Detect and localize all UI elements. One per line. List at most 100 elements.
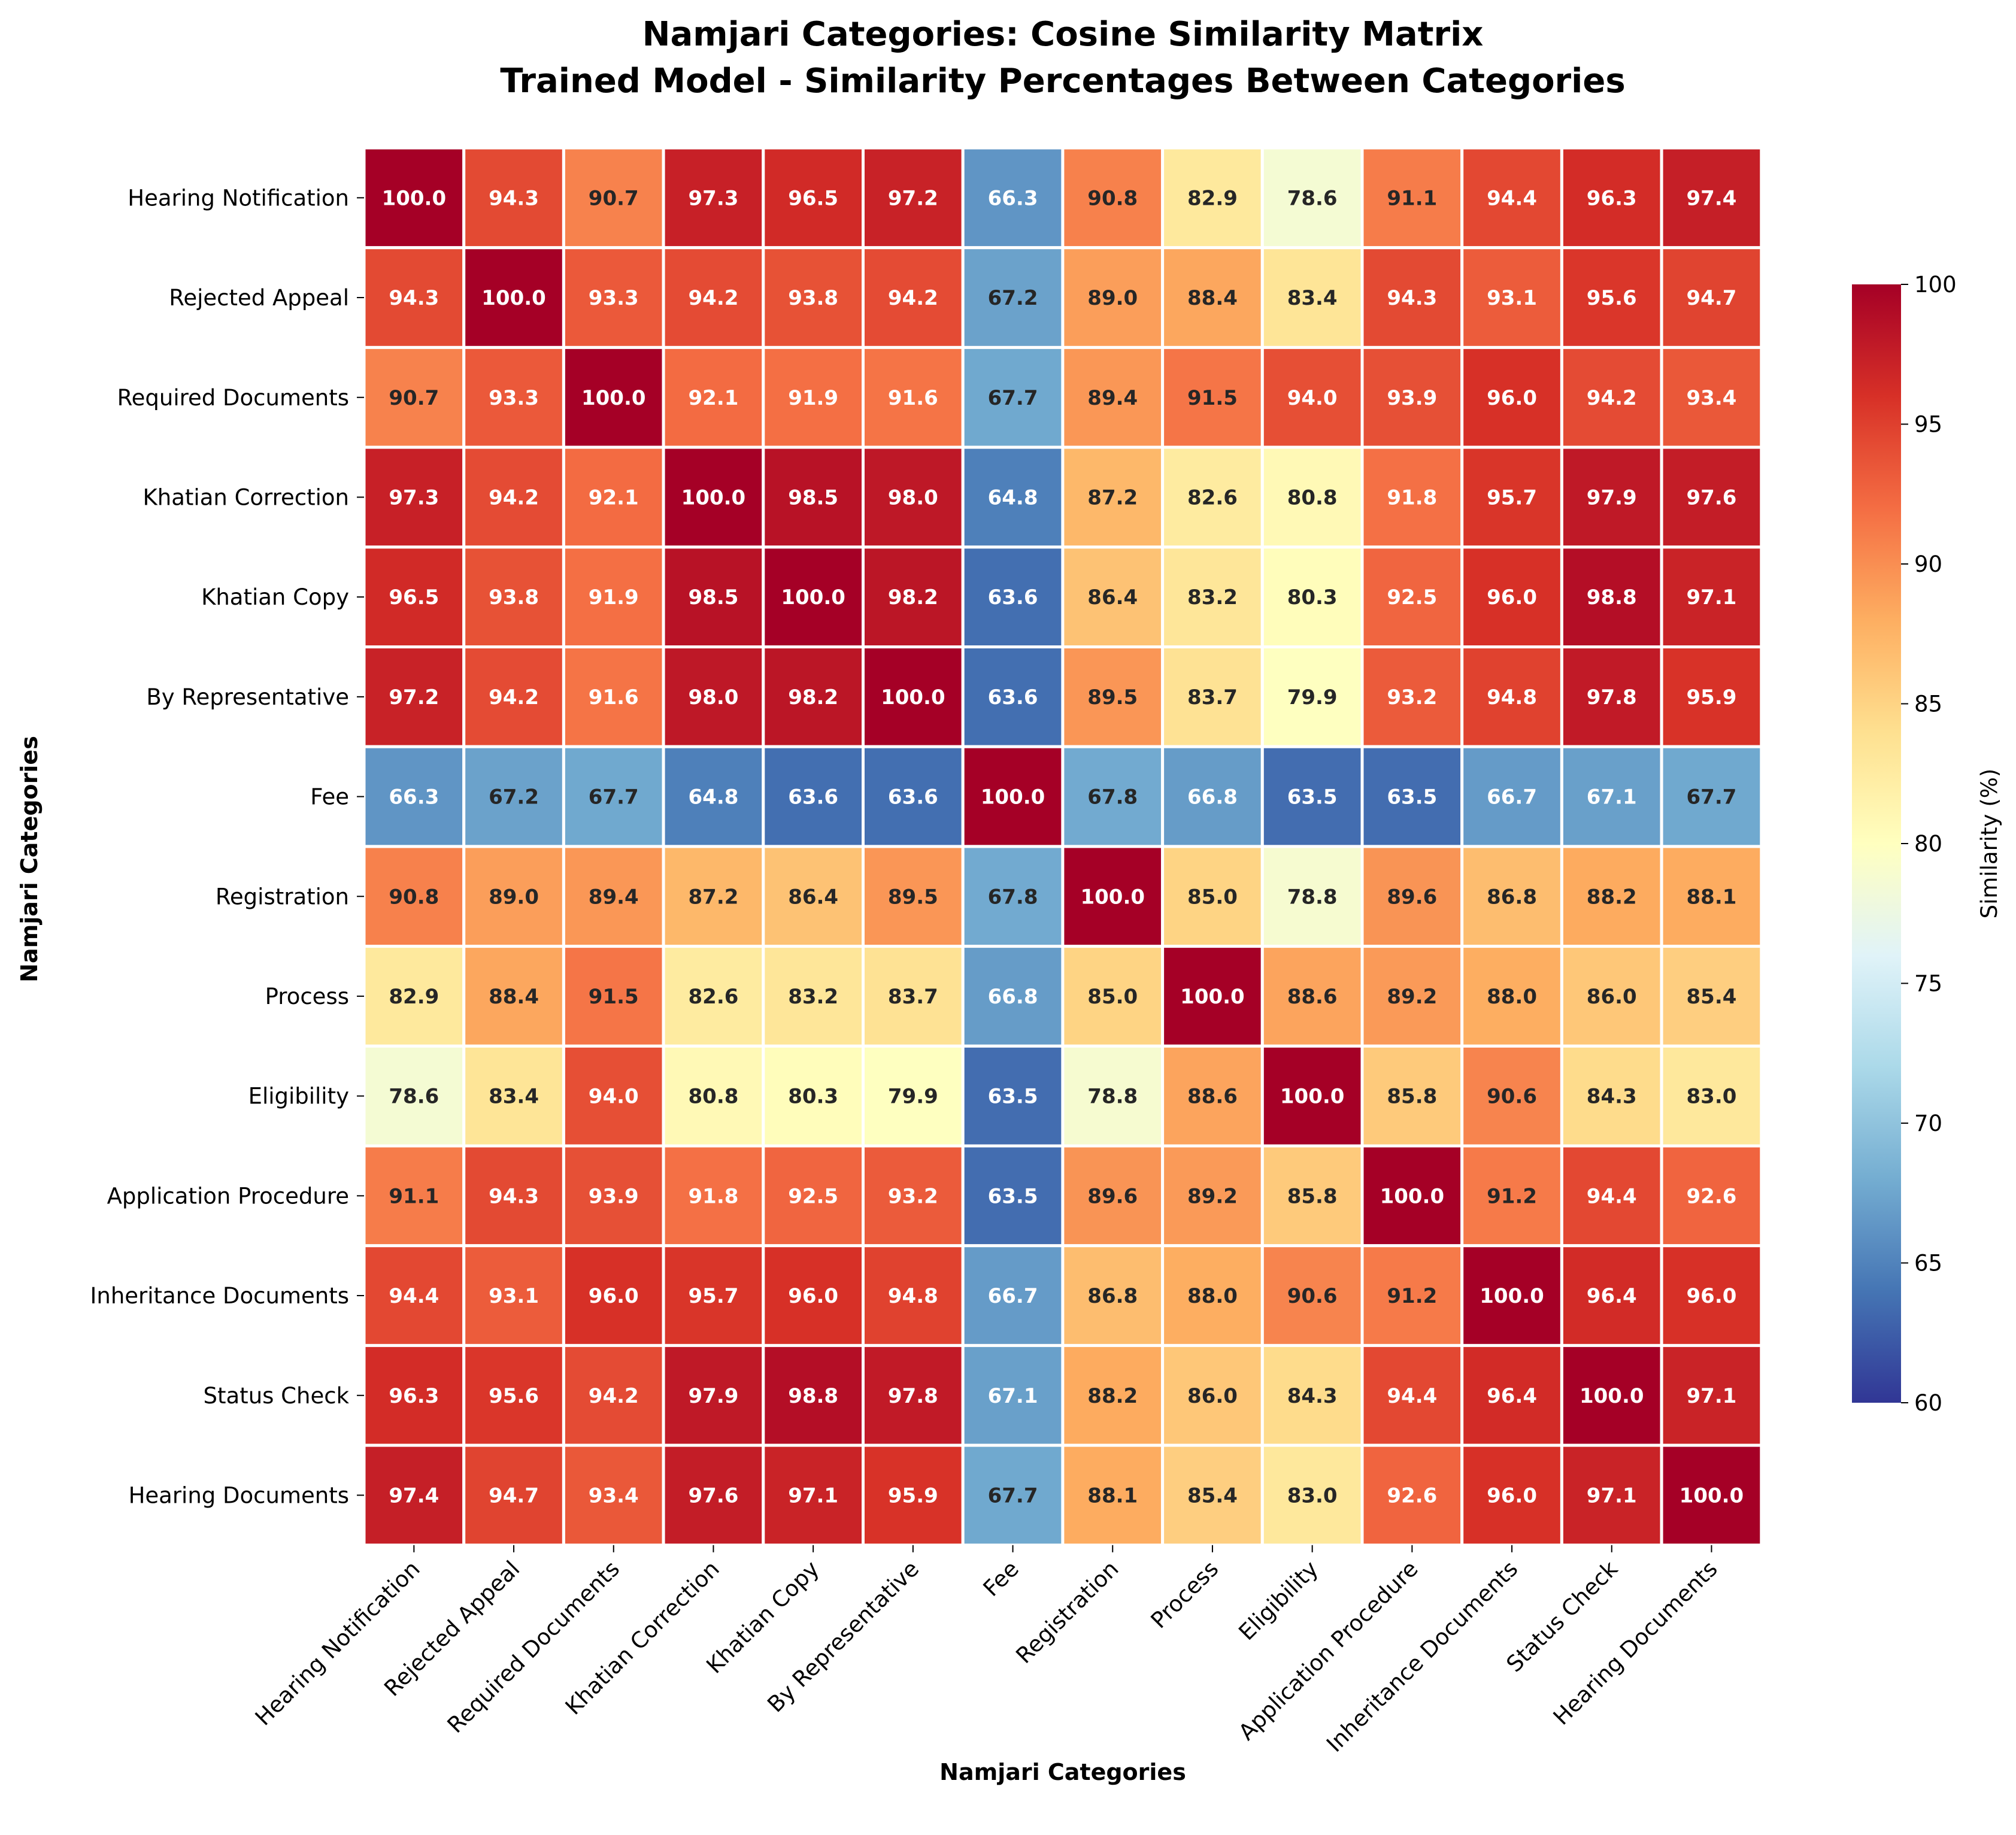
y-tick-label: Khatian Copy xyxy=(201,584,349,610)
cell-value-label: 89.2 xyxy=(1387,985,1437,1009)
colorbar-tick-label: 70 xyxy=(1914,1111,1942,1136)
heatmap-cell xyxy=(1061,246,1165,349)
heatmap-cell xyxy=(961,1144,1065,1248)
heatmap-cell xyxy=(1260,1343,1364,1447)
cell-value-label: 94.4 xyxy=(1487,186,1537,210)
cell-value-label: 78.8 xyxy=(1087,1085,1138,1109)
cell-value-label: 89.0 xyxy=(489,885,539,909)
heatmap-cell xyxy=(961,445,1065,549)
cell-value-label: 83.7 xyxy=(1187,686,1238,709)
cell-value-label: 90.6 xyxy=(1287,1284,1338,1308)
heatmap-cell xyxy=(961,1443,1065,1547)
heatmap-cell xyxy=(1061,146,1165,250)
heatmap-cell xyxy=(1260,1144,1364,1248)
heatmap-cell xyxy=(562,1244,665,1347)
cell-value-label: 97.4 xyxy=(1687,186,1737,210)
cell-value-label: 78.8 xyxy=(1287,885,1338,909)
chart-subtitle: Trained Model - Similarity Percentages B… xyxy=(500,62,1625,101)
cell-value-label: 96.5 xyxy=(389,586,439,609)
cell-value-label: 91.2 xyxy=(1487,1184,1537,1208)
y-tick-label: Fee xyxy=(310,784,349,810)
cell-value-label: 83.7 xyxy=(888,985,938,1009)
cell-value-label: 86.8 xyxy=(1087,1284,1138,1308)
heatmap-cell xyxy=(1660,1244,1763,1347)
cell-value-label: 66.7 xyxy=(1487,785,1537,809)
cell-value-label: 82.6 xyxy=(689,985,739,1009)
heatmap-cell xyxy=(1161,1144,1264,1248)
cell-value-label: 97.2 xyxy=(888,186,938,210)
cell-value-label: 96.3 xyxy=(1587,186,1637,210)
cell-value-label: 100.0 xyxy=(981,785,1045,809)
heatmap-cell xyxy=(562,345,665,449)
cell-value-label: 89.2 xyxy=(1187,1184,1238,1208)
cell-value-label: 93.3 xyxy=(489,386,539,410)
colorbar-tick-label: 60 xyxy=(1914,1390,1942,1416)
cell-value-label: 88.4 xyxy=(489,985,539,1009)
heatmap-cell xyxy=(1460,1244,1563,1347)
heatmap-cell xyxy=(462,1044,565,1148)
heatmap-cell xyxy=(1660,1144,1763,1248)
cell-value-label: 82.6 xyxy=(1187,486,1238,509)
heatmap-cell xyxy=(662,845,765,948)
cell-value-label: 94.7 xyxy=(1687,286,1737,310)
heatmap-cell xyxy=(1061,1244,1165,1347)
heatmap-cell xyxy=(1460,445,1563,549)
cell-value-label: 67.7 xyxy=(589,785,639,809)
y-tick-label: By Representative xyxy=(146,684,349,710)
heatmap-cell xyxy=(1061,945,1165,1048)
cell-value-label: 94.2 xyxy=(888,286,938,310)
heatmap-cell xyxy=(1061,1044,1165,1148)
cell-value-label: 91.9 xyxy=(589,586,639,609)
cell-value-label: 87.2 xyxy=(689,885,739,909)
heatmap-cell xyxy=(362,845,466,948)
cell-value-label: 89.6 xyxy=(1087,1184,1138,1208)
heatmap-cell xyxy=(362,345,466,449)
cell-value-label: 93.8 xyxy=(489,586,539,609)
heatmap-cell xyxy=(762,1343,865,1447)
cell-value-label: 80.3 xyxy=(1287,586,1338,609)
cell-value-label: 94.3 xyxy=(489,186,539,210)
cell-value-label: 63.6 xyxy=(988,586,1038,609)
cell-value-label: 88.1 xyxy=(1687,885,1737,909)
heatmap-cell xyxy=(1560,545,1663,648)
cell-value-label: 100.0 xyxy=(681,486,746,509)
heatmap-cell xyxy=(1660,745,1763,848)
cell-value-label: 88.2 xyxy=(1587,885,1637,909)
cell-value-label: 91.6 xyxy=(888,386,938,410)
cell-value-label: 83.0 xyxy=(1287,1484,1338,1508)
cell-value-label: 97.8 xyxy=(1587,686,1637,709)
heatmap-cell xyxy=(562,545,665,648)
heatmap-cell xyxy=(1161,445,1264,549)
cell-value-label: 64.8 xyxy=(988,486,1038,509)
cell-value-label: 83.4 xyxy=(489,1085,539,1109)
heatmap-cell xyxy=(1460,545,1563,648)
cell-value-label: 97.4 xyxy=(389,1484,439,1508)
cell-value-label: 93.8 xyxy=(788,286,838,310)
y-tick-label: Required Documents xyxy=(117,385,349,411)
heatmap-cells xyxy=(362,146,1763,1547)
y-tick-label: Hearing Documents xyxy=(129,1482,349,1508)
heatmap-cell xyxy=(862,445,965,549)
cell-value-label: 67.7 xyxy=(988,1484,1038,1508)
cell-value-label: 93.1 xyxy=(489,1284,539,1308)
cell-value-label: 88.6 xyxy=(1287,985,1338,1009)
colorbar-gradient xyxy=(1852,284,1901,1403)
cell-value-label: 93.4 xyxy=(1687,386,1737,410)
heatmap-cell xyxy=(562,445,665,549)
heatmap-cell xyxy=(562,1044,665,1148)
cell-value-label: 83.2 xyxy=(1187,586,1238,609)
x-axis-label: Namjari Categories xyxy=(939,1759,1186,1785)
cell-value-label: 87.2 xyxy=(1087,486,1138,509)
cell-value-label: 86.8 xyxy=(1487,885,1537,909)
cell-value-label: 80.8 xyxy=(1287,486,1338,509)
cell-value-label: 100.0 xyxy=(881,686,945,709)
cell-value-label: 82.9 xyxy=(389,985,439,1009)
cell-value-label: 94.4 xyxy=(1387,1384,1437,1408)
y-tick-label: Process xyxy=(265,984,349,1009)
heatmap-cell xyxy=(762,445,865,549)
cell-value-label: 96.0 xyxy=(1687,1284,1737,1308)
y-tick-label: Inheritance Documents xyxy=(90,1283,349,1309)
cell-value-label: 82.9 xyxy=(1187,186,1238,210)
heatmap-cell xyxy=(1061,445,1165,549)
heatmap-cell xyxy=(961,645,1065,748)
